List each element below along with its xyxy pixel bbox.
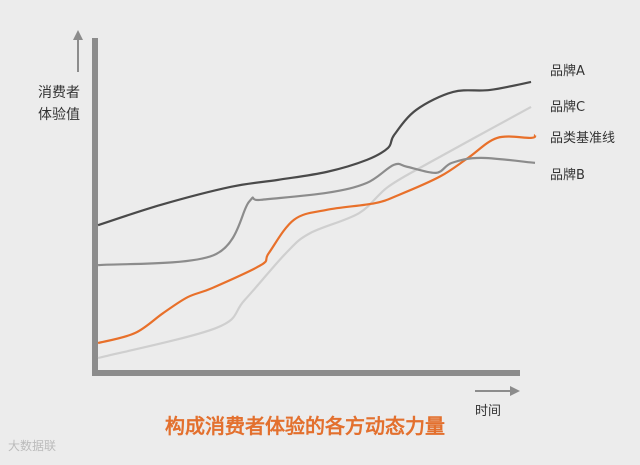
legend-label-brand-c: 品牌C bbox=[550, 100, 586, 115]
legend-label-brand-a: 品牌A bbox=[550, 64, 585, 79]
y-axis-label: 消费者 体验值 bbox=[38, 82, 80, 126]
y-arrow bbox=[73, 30, 83, 72]
legend-label-baseline: 品类基准线 bbox=[550, 131, 616, 146]
series-line-3 bbox=[97, 156, 536, 267]
watermark: 大数据联 bbox=[8, 439, 57, 453]
series-line-0 bbox=[97, 80, 532, 227]
legend-label-brand-b: 品牌B bbox=[550, 168, 585, 183]
x-arrow bbox=[475, 386, 520, 396]
y-axis-label-line2: 体验值 bbox=[38, 107, 80, 123]
x-axis-label: 时间 bbox=[475, 404, 502, 419]
series-line-1 bbox=[97, 105, 532, 360]
y-axis-label-line1: 消费者 bbox=[38, 85, 80, 101]
series-line-2 bbox=[97, 134, 537, 345]
chart-title: 构成消费者体验的各方动态力量 bbox=[165, 414, 445, 438]
